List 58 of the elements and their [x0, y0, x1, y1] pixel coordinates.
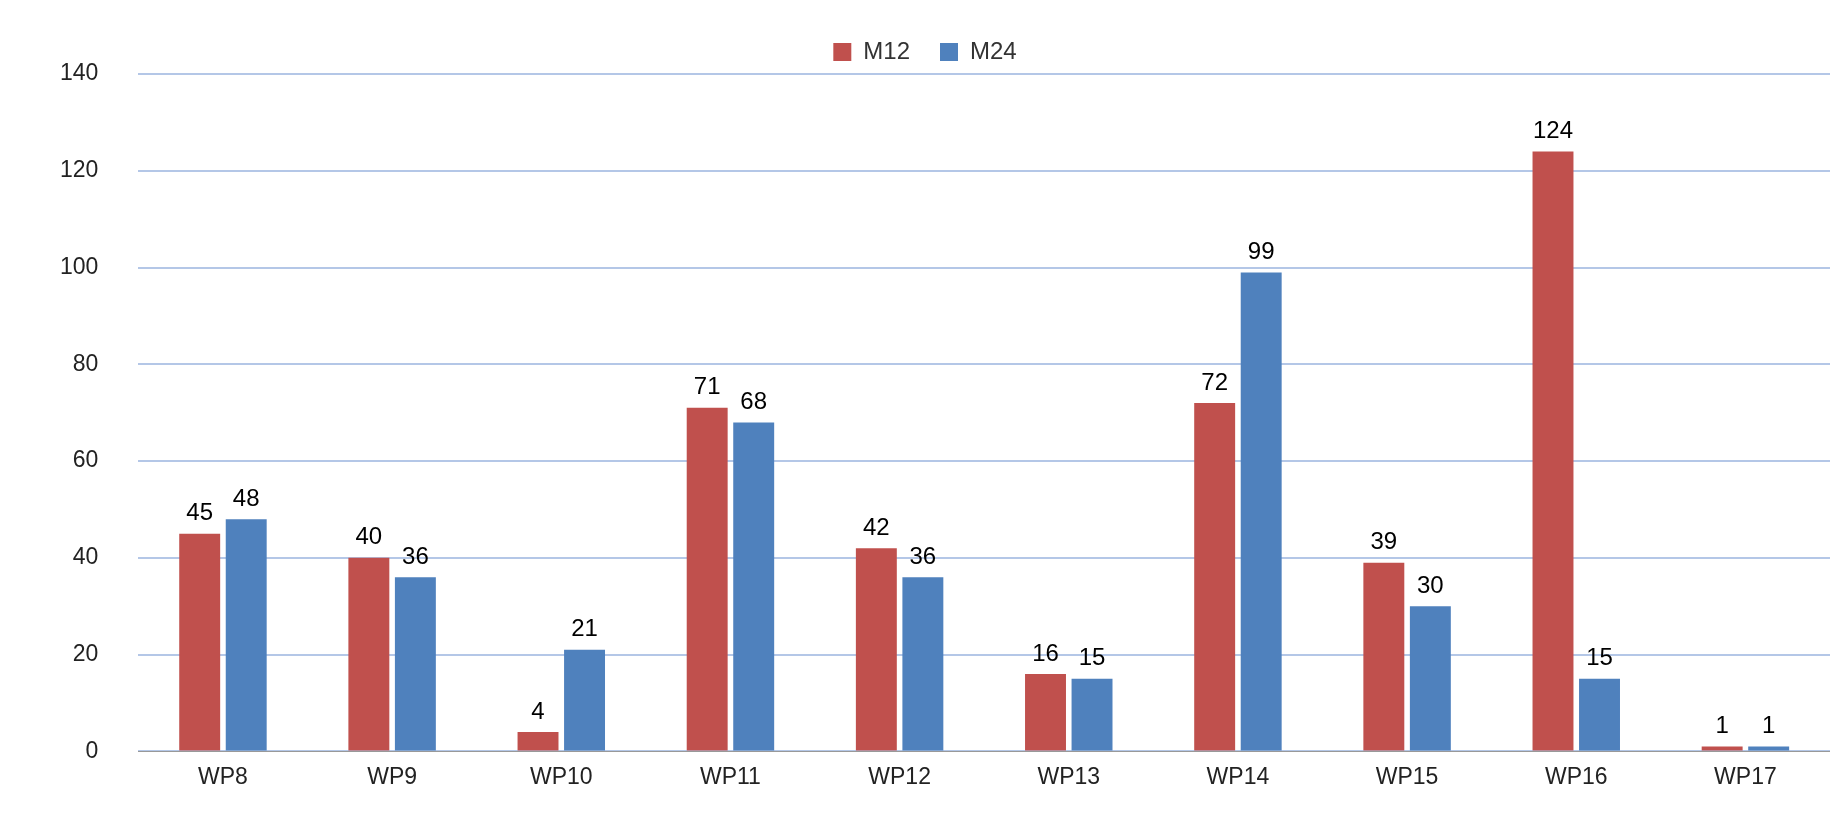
data-label: 4	[531, 696, 545, 724]
legend-label: M12	[863, 36, 910, 64]
y-tick-label: 120	[60, 156, 99, 183]
data-label: 15	[1586, 643, 1613, 671]
data-label: 30	[1417, 570, 1444, 598]
bar	[225, 519, 267, 751]
bar	[1194, 403, 1236, 751]
x-tick-label: WP11	[699, 762, 761, 789]
data-label: 68	[740, 387, 768, 414]
data-label: 21	[571, 614, 598, 642]
bar	[1071, 678, 1113, 751]
legend-label: M24	[970, 36, 1017, 64]
data-label: 99	[1247, 237, 1275, 265]
data-label: 15	[1078, 643, 1106, 671]
x-tick-label: WP17	[1714, 762, 1777, 789]
y-tick-label: 100	[60, 252, 99, 279]
y-tick-label: 0	[85, 736, 99, 763]
y-tick-label: 80	[72, 349, 99, 376]
x-tick-label: WP15	[1375, 762, 1439, 789]
bar	[179, 533, 221, 751]
bar	[348, 557, 390, 751]
x-tick-label: WP16	[1544, 762, 1608, 789]
bar	[564, 649, 606, 751]
data-label: 1	[1715, 711, 1729, 739]
data-label: 36	[402, 541, 429, 569]
bar	[517, 732, 559, 751]
x-tick-label: WP8	[198, 762, 248, 789]
bar	[855, 548, 897, 751]
data-label: 40	[355, 522, 383, 550]
y-tick-label: 140	[60, 59, 99, 86]
data-label: 1	[1762, 711, 1776, 739]
bar	[1363, 562, 1405, 751]
bar	[394, 577, 436, 751]
bar	[686, 407, 728, 751]
bar	[902, 577, 944, 751]
data-label: 72	[1201, 367, 1229, 395]
x-tick-label: WP12	[868, 762, 931, 789]
data-label: 16	[1032, 638, 1059, 666]
data-label: 124	[1532, 116, 1574, 144]
data-label: 45	[186, 498, 214, 526]
y-tick-label: 40	[72, 543, 99, 570]
bar	[1409, 606, 1451, 751]
bar	[1240, 272, 1282, 751]
x-tick-label: WP13	[1037, 762, 1101, 789]
data-label: 39	[1370, 527, 1398, 555]
data-label: 36	[909, 541, 937, 569]
x-tick-label: WP10	[529, 762, 593, 789]
bar	[1579, 678, 1620, 751]
x-tick-label: WP14	[1206, 762, 1270, 789]
data-label: 48	[232, 483, 260, 511]
bar	[733, 422, 775, 751]
y-tick-label: 60	[72, 446, 99, 473]
data-label: 71	[693, 372, 721, 400]
x-tick-label: WP9	[367, 762, 418, 789]
y-tick-label: 20	[72, 639, 99, 666]
bar	[1532, 151, 1574, 751]
bar	[1025, 673, 1066, 751]
data-label: 42	[862, 512, 890, 540]
